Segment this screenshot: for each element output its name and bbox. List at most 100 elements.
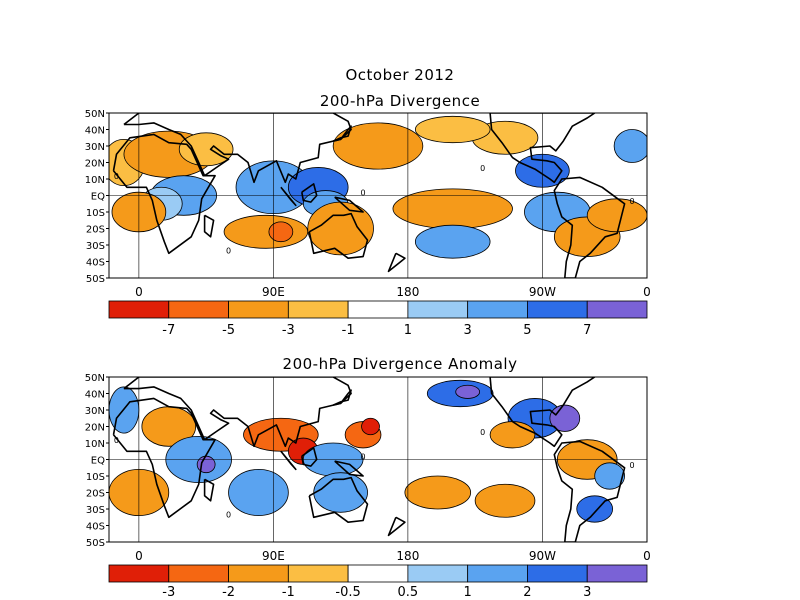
shaded-region: [414, 224, 491, 259]
lat-label: 40N: [85, 126, 105, 137]
colorbar-swatch: [347, 300, 409, 319]
lat-label: 40S: [86, 258, 105, 269]
coastline: [280, 186, 297, 207]
map-panel-2: 0 0 0 0 0 50N 40N 30N 20N 10N EQ 10S 20S 30S 40S 50S 0 90…: [85, 373, 651, 600]
shaded-region: [474, 483, 536, 518]
colorbar-swatch: [407, 564, 469, 583]
shaded-region: [586, 198, 647, 233]
shaded-region: [223, 214, 309, 249]
lat-label: 50S: [86, 274, 105, 285]
colorbar-label: 2: [523, 585, 531, 600]
lat-label: EQ: [91, 192, 105, 203]
shaded-region: [404, 475, 472, 510]
coastline: [112, 133, 216, 255]
lat-label: 50N: [85, 373, 105, 384]
lat-label: 10S: [86, 208, 105, 219]
colorbar-swatch: [467, 564, 528, 583]
coastline: [332, 389, 352, 406]
coastline: [489, 113, 596, 184]
coastline: [489, 377, 596, 448]
lat-label: 20S: [86, 489, 105, 500]
coastline: [334, 196, 364, 213]
colorbar-swatch: [586, 564, 648, 583]
contour-label: 0: [114, 172, 119, 181]
shaded-region: [489, 421, 536, 449]
shaded-region: [361, 417, 380, 436]
contour-label: 0: [480, 164, 485, 173]
lat-label: 10N: [85, 175, 105, 186]
colorbar-swatch: [108, 300, 170, 319]
lat-label: 20S: [86, 225, 105, 236]
colorbar: -3 -2 -1 -0.5 0.5 1 2 3: [108, 564, 648, 600]
colorbar-swatch: [407, 300, 469, 319]
lon-label: 90E: [262, 285, 285, 299]
contour-label: 0: [226, 510, 231, 519]
shaded-region: [332, 122, 424, 170]
colorbar-label: 3: [464, 323, 472, 338]
lat-label: 50S: [86, 538, 105, 549]
contour-label: 0: [361, 453, 366, 462]
lon-label: 90W: [529, 285, 556, 299]
lon-label: 0: [135, 285, 143, 299]
map-panel-1: 0 0 0 0 0 50N 40N 30N 20N 10N EQ 10S 20S 30S 40S 50S 0 90…: [85, 109, 651, 338]
lat-label: 50N: [85, 109, 105, 120]
colorbar-swatch: [287, 300, 349, 319]
shaded-region: [392, 188, 513, 229]
colorbar-swatch: [108, 564, 170, 583]
lon-label: 0: [643, 285, 651, 299]
lon-label: 0: [135, 549, 143, 563]
coastline: [301, 183, 318, 203]
lat-label: 30S: [86, 241, 105, 252]
coastline: [280, 450, 297, 471]
colorbar-swatch: [527, 564, 588, 583]
colorbar-swatch: [347, 564, 409, 583]
contour-label: 0: [630, 461, 635, 470]
coastline: [387, 516, 406, 537]
colorbar-label: -2: [222, 585, 235, 600]
coastline: [301, 447, 318, 467]
colorbar-label: -7: [162, 323, 175, 338]
coastline: [203, 478, 215, 502]
lon-label: 180: [396, 285, 419, 299]
coastline: [553, 440, 626, 542]
contour-label: 0: [114, 436, 119, 445]
colorbar-label: -3: [282, 323, 295, 338]
colorbar-swatch: [586, 300, 648, 319]
lon-label: 180: [396, 549, 419, 563]
coastline: [334, 460, 364, 477]
coastline: [308, 476, 369, 523]
map-field: 0 0 0 0 0: [109, 377, 647, 542]
lon-label: 90W: [529, 549, 556, 563]
colorbar-swatch: [527, 300, 588, 319]
figure-title: October 2012: [345, 66, 455, 84]
colorbar-swatch: [168, 564, 229, 583]
shaded-region: [307, 201, 374, 256]
shaded-region: [268, 221, 294, 243]
shaded-region: [178, 132, 234, 167]
lat-label: 10N: [85, 439, 105, 450]
shaded-region: [594, 462, 625, 490]
lat-label: 40N: [85, 390, 105, 401]
panel-2-title: 200-hPa Divergence Anomaly: [282, 355, 518, 373]
shaded-region: [613, 129, 647, 163]
colorbar-label: 3: [583, 585, 591, 600]
lon-label: 90E: [262, 549, 285, 563]
colorbar-label: 1: [404, 323, 412, 338]
colorbar-swatch: [168, 300, 229, 319]
coastline: [553, 176, 626, 278]
colorbar-label: 1: [464, 585, 472, 600]
colorbar-swatch: [287, 564, 349, 583]
colorbar-swatch: [467, 300, 528, 319]
lat-label: 30N: [85, 142, 105, 153]
lat-label: 40S: [86, 522, 105, 533]
coastline: [123, 377, 352, 448]
lat-label: 30S: [86, 505, 105, 516]
contour-label: 0: [226, 246, 231, 255]
colorbar: -7 -5 -3 -1 1 3 5 7: [108, 300, 648, 338]
shaded-region: [228, 468, 289, 516]
colorbar-label: -1: [282, 585, 295, 600]
colorbar-swatch: [228, 300, 289, 319]
colorbar-label: 5: [523, 323, 531, 338]
coastline: [112, 397, 216, 519]
